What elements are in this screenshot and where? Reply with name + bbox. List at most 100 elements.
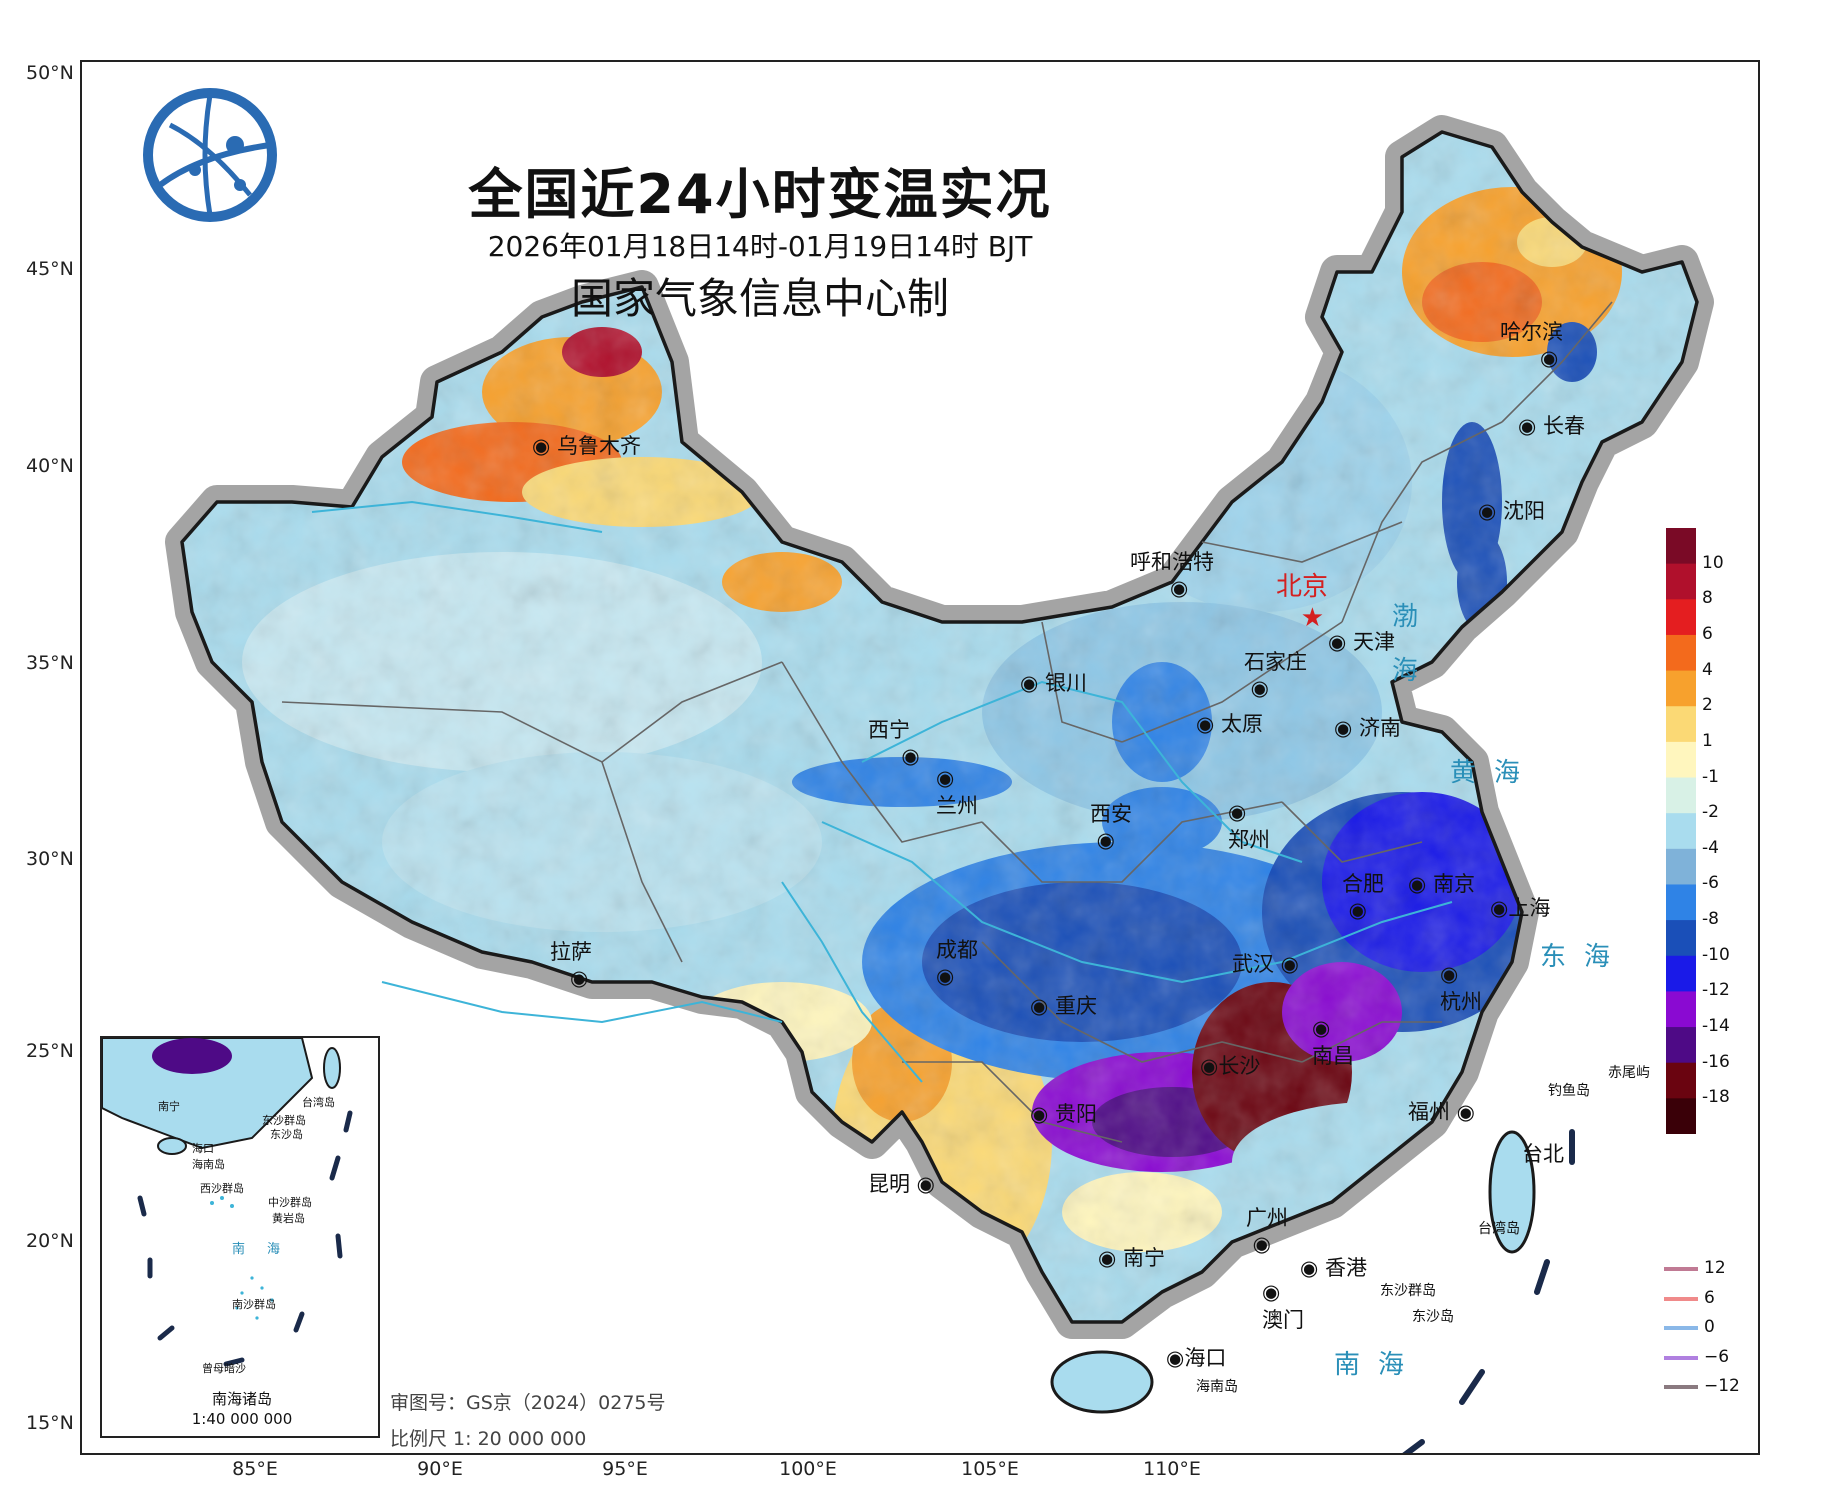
city-label: 福州 ◉ (1408, 1100, 1475, 1124)
map-frame (80, 60, 1760, 1455)
island-label: 海南岛 (1196, 1379, 1238, 1395)
city-label: ◉ 银川 (1020, 671, 1087, 695)
inset-title: 南海诸岛 (211, 1390, 272, 1408)
inset-label: 海口 (192, 1142, 214, 1155)
island-label: 赤尾屿 (1608, 1065, 1650, 1081)
inset-label: 东沙群岛 (262, 1114, 306, 1127)
national-border (180, 130, 1699, 1324)
map-title: 全国近24小时变温实况 (468, 163, 1052, 226)
city-label: 武汉 ◉ (1232, 952, 1299, 976)
lon-label: 110°E (1143, 1458, 1201, 1480)
city-label: ◉海口 (1166, 1346, 1227, 1370)
legend-label: -1 (1702, 766, 1719, 787)
city-label: ◉ 太原 (1196, 712, 1263, 736)
lat-label: 25°N (26, 1040, 74, 1062)
line-legend-label: 6 (1704, 1287, 1715, 1308)
line-legend-label: 0 (1704, 1317, 1715, 1337)
capital-label: 北京 ★ (1276, 572, 1329, 633)
map-producer: 国家气象信息中心制 (570, 274, 949, 323)
scale-text: 比例尺 1: 20 000 000 (390, 1428, 587, 1450)
legend-label: 2 (1702, 695, 1713, 716)
city-label: ◉ 澳门 (1262, 1280, 1304, 1332)
sea-label: 南海 (1334, 1350, 1423, 1380)
city-label: 台北 (1522, 1142, 1564, 1166)
legend-swatch (1666, 1027, 1696, 1064)
legend-swatch (1666, 1062, 1696, 1099)
city-label: 拉萨 ◉ (550, 940, 592, 990)
legend-swatch (1666, 599, 1696, 636)
legend-label: -18 (1702, 1087, 1730, 1108)
legend-label: -12 (1702, 980, 1730, 1001)
legend-swatch (1666, 920, 1696, 957)
city-label: ◉ 贵阳 (1030, 1102, 1097, 1126)
line-legend-label: −6 (1704, 1346, 1730, 1367)
city-label: 西宁 ◉ (868, 718, 920, 768)
south-china-sea-inset: 南宁 台湾岛 东沙群岛 东沙岛 海口 海南岛 西沙群岛 中沙群岛 黄岩岛 南沙群… (100, 1036, 380, 1438)
lon-label: 85°E (232, 1458, 278, 1480)
legend-swatch (1666, 777, 1696, 814)
inset-label: 东沙岛 (270, 1128, 303, 1141)
sea-boundary (1402, 1129, 1575, 1453)
inset-scale: 1:40 000 000 (191, 1410, 293, 1428)
legend-label: 10 (1702, 552, 1724, 573)
map-time-range: 2026年01月18日14时-01月19日14时 BJT (487, 230, 1033, 263)
legend-swatch (1666, 563, 1696, 600)
sea-label: 东海 (1540, 942, 1629, 972)
lon-label: 105°E (961, 1458, 1019, 1480)
city-label: ◉长沙 (1200, 1054, 1261, 1078)
legend-swatch (1666, 848, 1696, 885)
taiwan-island (1488, 1130, 1536, 1254)
inset-label: 西沙群岛 (200, 1182, 244, 1195)
island-label: 东沙岛 (1412, 1309, 1454, 1325)
city-label: ◉ 南京 (1408, 872, 1475, 896)
city-label: ◉ 香港 (1300, 1256, 1367, 1280)
legend-label: 1 (1702, 730, 1713, 751)
city-label: 西安 ◉ (1090, 802, 1132, 852)
rivers (311, 500, 1453, 1083)
sea-label: 渤 (1392, 602, 1437, 632)
legend-swatch (1666, 670, 1696, 707)
lon-label: 100°E (779, 1458, 837, 1480)
legend-label: 8 (1702, 588, 1713, 609)
legend-label: 6 (1702, 623, 1713, 644)
legend-swatch (1666, 884, 1696, 921)
legend-swatch (1666, 634, 1696, 672)
province-borders (281, 301, 1613, 1143)
city-label: ◉ 乌鲁木齐 (532, 434, 641, 458)
lat-label: 20°N (26, 1230, 74, 1252)
city-label: ◉ 南昌 (1312, 1016, 1354, 1068)
city-label: 昆明 ◉ (868, 1172, 935, 1196)
city-label: ◉ 杭州 (1440, 962, 1482, 1014)
lon-label: 90°E (417, 1458, 463, 1480)
city-label: 广州 ◉ (1246, 1206, 1288, 1256)
color-legend-bar (1666, 528, 1696, 1134)
inset-label: 南宁 (158, 1100, 180, 1113)
lat-label: 30°N (26, 848, 74, 870)
lat-label: 45°N (26, 258, 74, 280)
island-label: 台湾岛 (1478, 1221, 1520, 1237)
city-label: 合肥 ◉ (1342, 872, 1384, 922)
city-label: 呼和浩特 ◉ (1130, 550, 1214, 600)
sea-label: 黄海 (1450, 758, 1539, 788)
line-legend-label: −12 (1704, 1376, 1740, 1396)
city-label: ◉ 天津 (1328, 630, 1395, 654)
line-legend-swatch (1664, 1355, 1698, 1360)
temperature-map (165, 115, 1714, 1453)
legend-label: -2 (1702, 802, 1719, 823)
city-label: ◉ 兰州 (936, 766, 978, 818)
city-label: ◉ 南宁 (1098, 1246, 1165, 1270)
line-legend-label: 12 (1704, 1258, 1726, 1278)
lat-label: 15°N (26, 1412, 74, 1434)
inset-label: 黄岩岛 (272, 1212, 305, 1225)
city-label: ◉ 重庆 (1030, 994, 1097, 1018)
legend-swatch (1666, 955, 1696, 992)
inset-label: 中沙群岛 (268, 1196, 312, 1209)
city-label: ◉ 沈阳 (1478, 499, 1545, 523)
inset-label: 台湾岛 (302, 1096, 335, 1109)
island-label: 钓鱼岛 (1548, 1083, 1590, 1099)
city-label: ◉ 长春 (1518, 414, 1585, 438)
legend-swatch (1666, 741, 1696, 779)
line-legend-swatch (1664, 1326, 1698, 1330)
legend-label: -10 (1702, 944, 1730, 965)
